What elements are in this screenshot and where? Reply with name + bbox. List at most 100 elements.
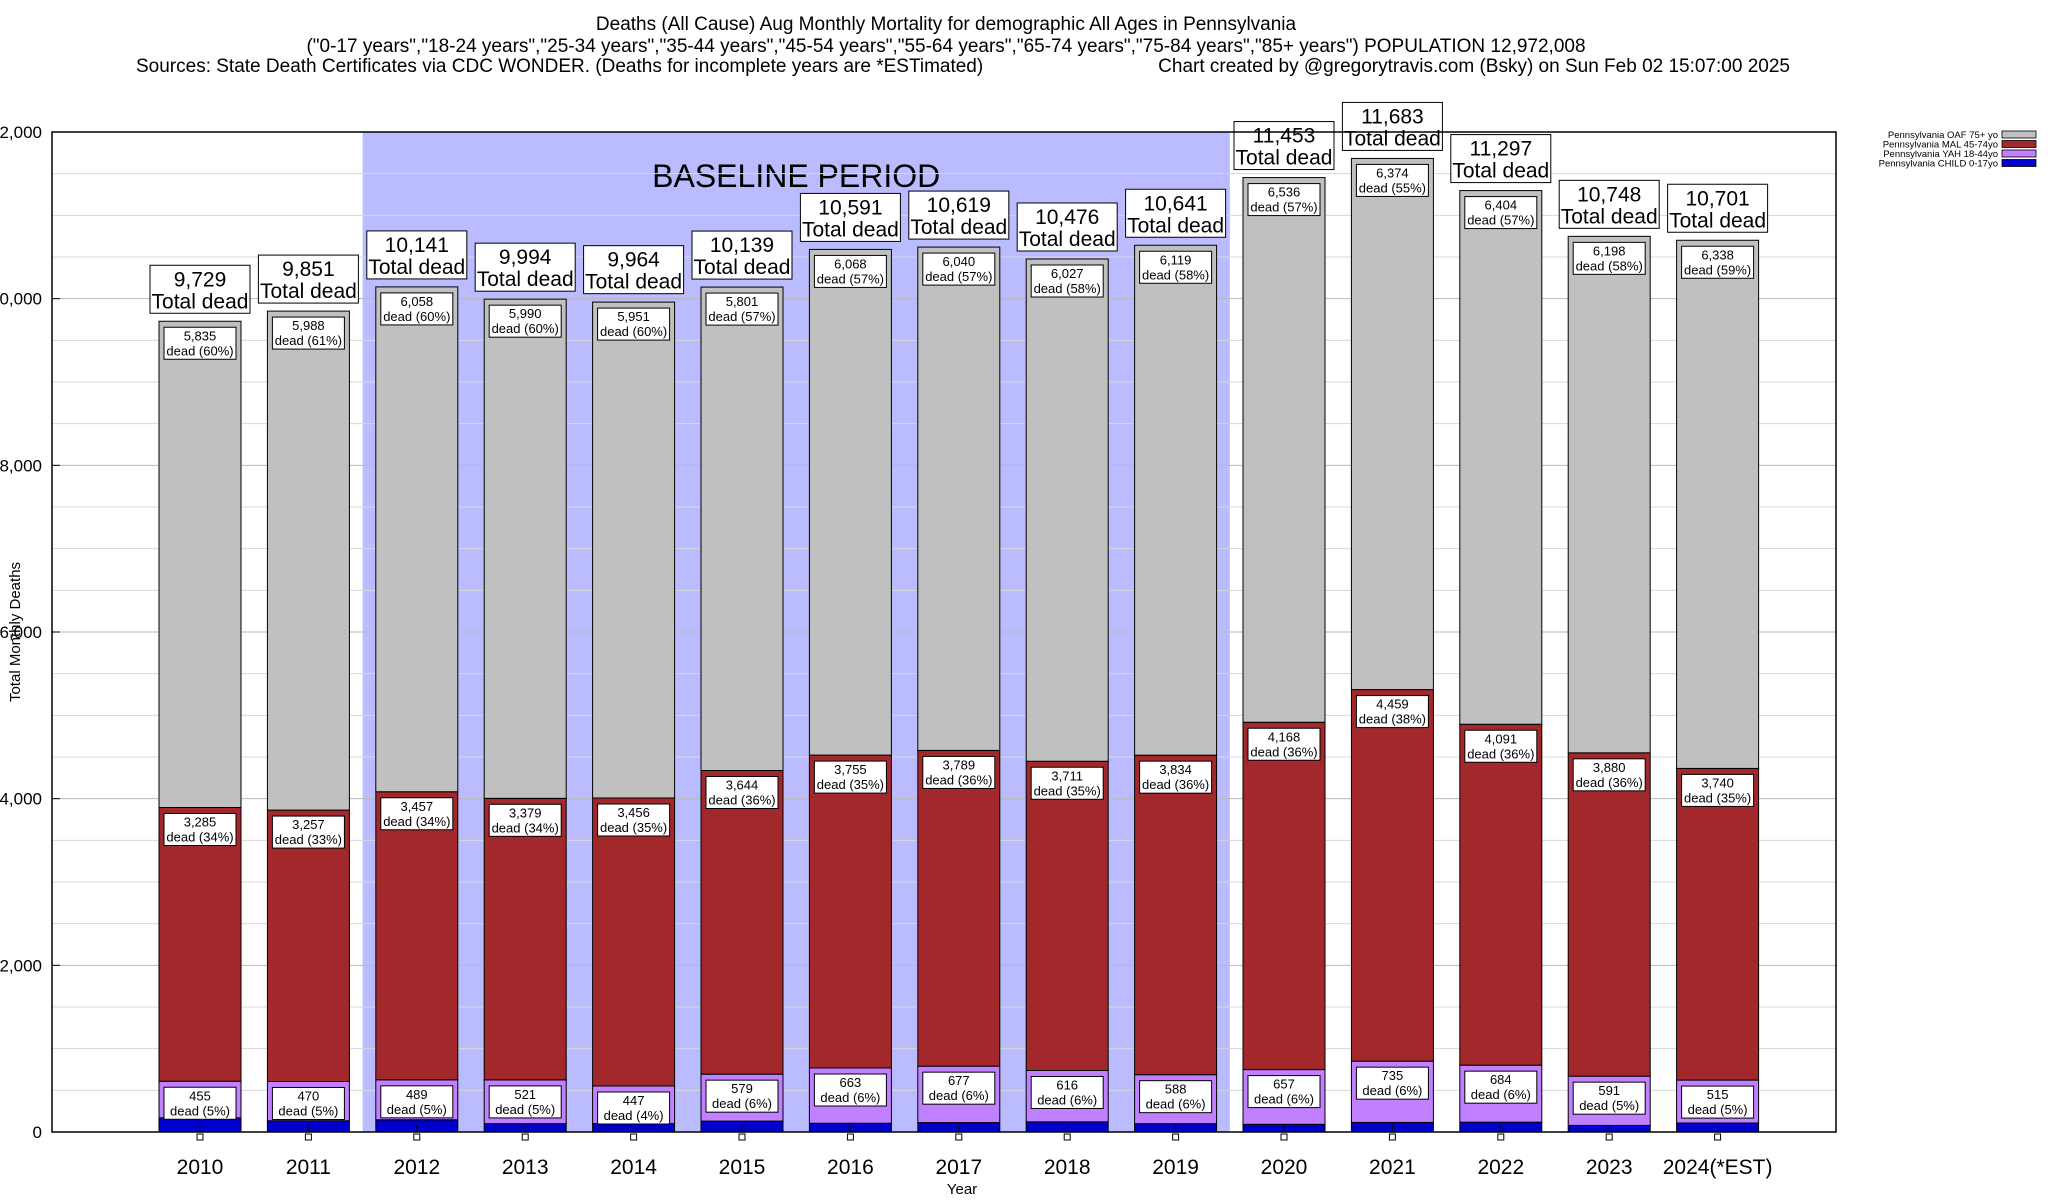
- segment-pct-label: dead (58%): [1142, 267, 1209, 282]
- segment-value-label: 3,711: [1051, 768, 1083, 783]
- segment-value-label: 3,457: [401, 799, 434, 814]
- total-dead-label: Total dead: [260, 280, 357, 303]
- legend-swatch: [2002, 160, 2036, 167]
- total-dead-label: Total dead: [1669, 209, 1766, 232]
- bar-base-marker: [847, 1134, 853, 1140]
- legend-label: Pennsylvania CHILD 0-17yo: [1879, 159, 1998, 170]
- total-dead-label: Total dead: [802, 218, 899, 241]
- bar-base-marker: [1389, 1134, 1395, 1140]
- bar-group: 657dead (6%)4,168dead (36%)6,536dead (57…: [1234, 122, 1334, 1140]
- segment-pct-label: dead (5%): [387, 1102, 447, 1117]
- segment-value-label: 3,456: [617, 805, 650, 820]
- total-value-label: 10,139: [710, 234, 774, 257]
- segment-pct-label: dead (5%): [1579, 1098, 1639, 1113]
- segment-value-label: 5,990: [509, 306, 542, 321]
- segment-pct-label: dead (57%): [925, 269, 992, 284]
- segment-pct-label: dead (60%): [383, 309, 450, 324]
- segment-pct-label: dead (35%): [817, 777, 884, 792]
- bar-segment-mal: [484, 798, 566, 1080]
- bar-segment-mal: [1460, 724, 1542, 1065]
- segment-value-label: 663: [840, 1075, 862, 1090]
- segment-value-label: 6,404: [1485, 198, 1518, 213]
- total-dead-label: Total dead: [1561, 205, 1658, 228]
- x-tick-label: 2020: [1261, 1156, 1308, 1179]
- segment-pct-label: dead (57%): [1467, 213, 1534, 228]
- legend-swatch: [2002, 150, 2036, 157]
- bar-group: 735dead (6%)4,459dead (38%)6,374dead (55…: [1342, 102, 1442, 1140]
- total-dead-label: Total dead: [1236, 147, 1333, 170]
- total-dead-label: Total dead: [910, 216, 1007, 239]
- bar-segment-oaf: [1026, 259, 1108, 761]
- bar-segment-mal: [267, 810, 349, 1081]
- bar-segment-oaf: [918, 247, 1000, 750]
- x-tick-label: 2015: [719, 1156, 766, 1179]
- x-tick-label: 2021: [1369, 1156, 1416, 1179]
- segment-pct-label: dead (35%): [600, 820, 667, 835]
- total-value-label: 9,994: [499, 246, 552, 269]
- segment-pct-label: dead (4%): [604, 1108, 664, 1123]
- segment-value-label: 489: [406, 1087, 428, 1102]
- total-value-label: 10,619: [927, 194, 991, 217]
- segment-pct-label: dead (6%): [1037, 1093, 1097, 1108]
- title-line-2: ("0-17 years","18-24 years","25-34 years…: [306, 36, 1585, 57]
- segment-pct-label: dead (60%): [166, 343, 233, 358]
- segment-value-label: 579: [731, 1081, 753, 1096]
- bar-segment-oaf: [1677, 240, 1759, 768]
- total-dead-label: Total dead: [1019, 228, 1116, 251]
- total-value-label: 10,701: [1685, 187, 1749, 210]
- legend-swatch: [2002, 131, 2036, 138]
- segment-value-label: 521: [514, 1087, 536, 1102]
- segment-value-label: 3,880: [1593, 760, 1626, 775]
- x-tick-label: 2014: [610, 1156, 657, 1179]
- bar-base-marker: [414, 1134, 420, 1140]
- total-dead-label: Total dead: [1127, 214, 1224, 237]
- bar-base-marker: [1173, 1134, 1179, 1140]
- x-tick-label: 2024(*EST): [1663, 1156, 1773, 1179]
- bar-base-marker: [1606, 1134, 1612, 1140]
- bar-group: 663dead (6%)3,755dead (35%)6,068dead (57…: [800, 193, 900, 1140]
- segment-pct-label: dead (5%): [495, 1102, 555, 1117]
- total-value-label: 11,297: [1469, 138, 1532, 161]
- total-dead-label: Total dead: [1452, 160, 1549, 183]
- segment-pct-label: dead (6%): [820, 1090, 880, 1105]
- segment-pct-label: dead (6%): [1471, 1087, 1531, 1102]
- segment-value-label: 6,058: [401, 294, 434, 309]
- y-tick-label: 2,000: [0, 956, 42, 975]
- segment-value-label: 6,536: [1268, 185, 1301, 200]
- segment-pct-label: dead (60%): [492, 321, 559, 336]
- total-dead-label: Total dead: [694, 256, 791, 279]
- segment-pct-label: dead (5%): [278, 1104, 338, 1119]
- segment-pct-label: dead (58%): [1576, 258, 1643, 273]
- total-dead-label: Total dead: [477, 268, 574, 291]
- title-line-3: Sources: State Death Certificates via CD…: [136, 56, 983, 77]
- total-value-label: 10,748: [1577, 183, 1641, 206]
- segment-pct-label: dead (57%): [708, 309, 775, 324]
- x-tick-label: 2017: [935, 1156, 982, 1179]
- y-tick-label: 0: [33, 1123, 42, 1142]
- y-axis-label: Total Monthly Deaths: [7, 562, 24, 702]
- segment-value-label: 588: [1165, 1082, 1187, 1097]
- bar-segment-oaf: [1351, 158, 1433, 689]
- segment-pct-label: dead (36%): [1467, 746, 1534, 761]
- bar-group: 470dead (5%)3,257dead (33%)5,988dead (61…: [258, 255, 358, 1140]
- segment-pct-label: dead (6%): [929, 1088, 989, 1103]
- x-tick-label: 2019: [1152, 1156, 1199, 1179]
- segment-value-label: 5,835: [184, 328, 217, 343]
- segment-pct-label: dead (57%): [817, 271, 884, 286]
- bar-segment-oaf: [1568, 236, 1650, 753]
- bar-group: 616dead (6%)3,711dead (35%)6,027dead (58…: [1017, 203, 1117, 1140]
- bar-group: 591dead (5%)3,880dead (36%)6,198dead (58…: [1559, 180, 1659, 1140]
- x-tick-label: 2016: [827, 1156, 874, 1179]
- bar-segment-mal: [1351, 690, 1433, 1062]
- segment-value-label: 677: [948, 1073, 970, 1088]
- segment-value-label: 447: [623, 1093, 645, 1108]
- bar-base-marker: [1715, 1134, 1721, 1140]
- segment-pct-label: dead (6%): [1362, 1083, 1422, 1098]
- y-tick-label: 4,000: [0, 790, 42, 809]
- segment-value-label: 6,198: [1593, 243, 1626, 258]
- segment-pct-label: dead (57%): [1250, 200, 1317, 215]
- segment-value-label: 3,257: [292, 817, 325, 832]
